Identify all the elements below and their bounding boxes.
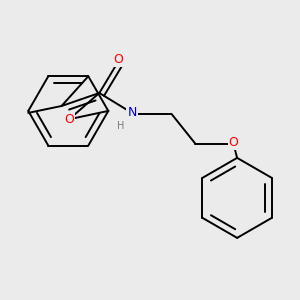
Text: O: O bbox=[229, 136, 238, 149]
Text: O: O bbox=[113, 53, 123, 66]
Text: O: O bbox=[64, 113, 74, 126]
Text: H: H bbox=[117, 121, 125, 130]
Text: N: N bbox=[127, 106, 137, 119]
